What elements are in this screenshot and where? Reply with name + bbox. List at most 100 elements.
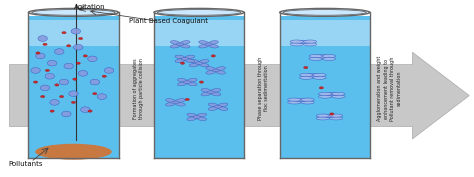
Ellipse shape	[88, 56, 97, 62]
Ellipse shape	[81, 107, 90, 112]
Ellipse shape	[193, 116, 201, 118]
Ellipse shape	[170, 41, 180, 44]
Ellipse shape	[316, 114, 329, 117]
Ellipse shape	[303, 66, 308, 69]
Ellipse shape	[176, 43, 184, 46]
Ellipse shape	[212, 69, 219, 72]
Ellipse shape	[309, 55, 322, 58]
Ellipse shape	[78, 70, 88, 76]
Bar	[154, 16, 244, 158]
Ellipse shape	[36, 53, 45, 59]
Ellipse shape	[332, 95, 345, 98]
Ellipse shape	[319, 87, 323, 89]
Ellipse shape	[301, 101, 314, 104]
Ellipse shape	[288, 101, 301, 104]
Ellipse shape	[300, 76, 313, 79]
Ellipse shape	[38, 36, 47, 41]
Ellipse shape	[64, 63, 73, 69]
Ellipse shape	[313, 73, 326, 77]
Ellipse shape	[325, 92, 338, 96]
Text: Plant Based Coagulant: Plant Based Coagulant	[129, 18, 208, 24]
Ellipse shape	[209, 44, 219, 48]
Ellipse shape	[157, 10, 241, 15]
Ellipse shape	[177, 78, 187, 82]
Ellipse shape	[45, 73, 55, 79]
Ellipse shape	[33, 81, 37, 83]
Ellipse shape	[199, 81, 203, 83]
Ellipse shape	[43, 43, 47, 45]
Ellipse shape	[288, 98, 301, 101]
Ellipse shape	[303, 40, 317, 43]
Ellipse shape	[322, 55, 336, 58]
Ellipse shape	[47, 60, 57, 66]
Ellipse shape	[313, 76, 326, 79]
Ellipse shape	[185, 98, 190, 101]
Ellipse shape	[199, 41, 209, 44]
Ellipse shape	[201, 92, 211, 96]
Ellipse shape	[183, 81, 191, 83]
Ellipse shape	[181, 58, 189, 60]
Ellipse shape	[66, 45, 71, 47]
Ellipse shape	[206, 70, 216, 74]
Ellipse shape	[206, 67, 216, 70]
Ellipse shape	[214, 105, 222, 108]
Ellipse shape	[199, 59, 209, 63]
Text: Formation of aggregates
through particle collision: Formation of aggregates through particle…	[133, 58, 144, 119]
Ellipse shape	[195, 62, 203, 65]
Ellipse shape	[102, 75, 106, 77]
Ellipse shape	[329, 114, 343, 117]
Ellipse shape	[185, 55, 195, 59]
Ellipse shape	[36, 52, 40, 54]
Ellipse shape	[207, 91, 215, 94]
Ellipse shape	[211, 88, 221, 92]
Ellipse shape	[306, 74, 319, 77]
Ellipse shape	[83, 55, 87, 57]
Ellipse shape	[177, 82, 187, 86]
Ellipse shape	[187, 82, 197, 86]
Ellipse shape	[197, 117, 207, 121]
Ellipse shape	[303, 43, 317, 46]
Ellipse shape	[216, 67, 226, 70]
Ellipse shape	[294, 98, 308, 102]
Ellipse shape	[32, 10, 115, 15]
Ellipse shape	[211, 92, 221, 96]
Ellipse shape	[189, 59, 199, 63]
Ellipse shape	[201, 88, 211, 92]
Ellipse shape	[218, 107, 228, 110]
Ellipse shape	[31, 68, 40, 73]
Ellipse shape	[104, 68, 114, 73]
Ellipse shape	[290, 40, 303, 43]
Ellipse shape	[329, 113, 334, 115]
Ellipse shape	[280, 8, 370, 16]
Ellipse shape	[62, 111, 71, 117]
Ellipse shape	[175, 55, 185, 59]
Ellipse shape	[290, 43, 303, 46]
Ellipse shape	[316, 117, 329, 120]
Ellipse shape	[187, 113, 197, 117]
Ellipse shape	[175, 102, 185, 106]
Bar	[280, 16, 370, 158]
Ellipse shape	[172, 101, 179, 104]
Ellipse shape	[180, 41, 190, 44]
Ellipse shape	[297, 40, 310, 43]
Ellipse shape	[93, 93, 97, 95]
Ellipse shape	[55, 49, 64, 54]
Ellipse shape	[319, 92, 332, 95]
Ellipse shape	[55, 84, 59, 86]
Bar	[28, 16, 118, 158]
Ellipse shape	[90, 79, 100, 85]
Ellipse shape	[205, 43, 212, 46]
Ellipse shape	[209, 41, 219, 44]
Ellipse shape	[197, 113, 207, 117]
Ellipse shape	[199, 44, 209, 48]
Ellipse shape	[301, 98, 314, 101]
Text: Agglomeration and weight
enhancement leading to
Pollutant removal through
sedime: Agglomeration and weight enhancement lea…	[377, 56, 402, 121]
Polygon shape	[9, 52, 469, 139]
Ellipse shape	[154, 8, 244, 16]
Ellipse shape	[283, 10, 366, 15]
Ellipse shape	[50, 99, 59, 105]
Text: Agitation: Agitation	[74, 4, 106, 10]
Ellipse shape	[50, 110, 54, 112]
Ellipse shape	[309, 57, 322, 60]
Ellipse shape	[46, 69, 50, 72]
